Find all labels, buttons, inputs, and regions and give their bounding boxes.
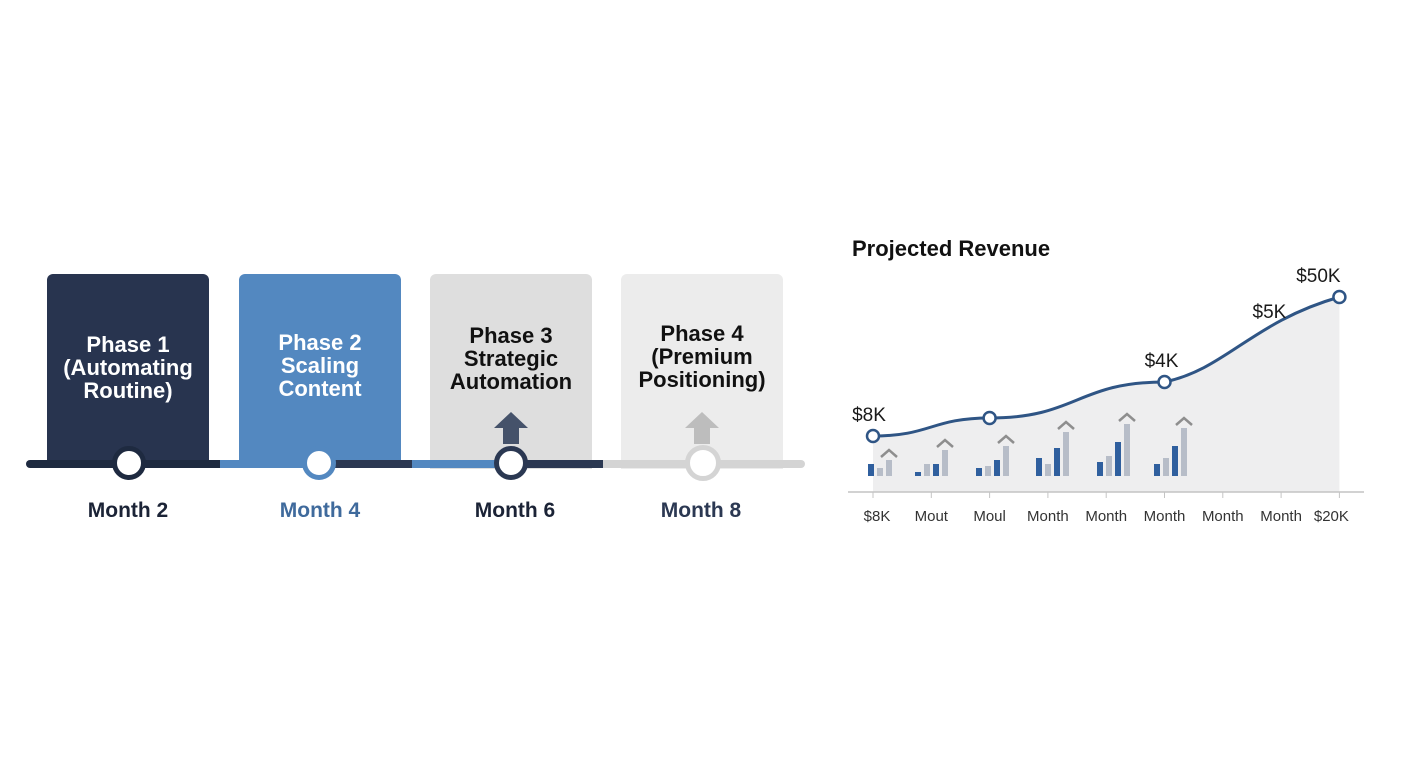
phase-3-card: Phase 3 Strategic Automation — [430, 274, 592, 469]
revenue-point — [865, 428, 881, 444]
timeline-node-1 — [112, 446, 146, 480]
x-tick-label: $8K — [864, 508, 891, 525]
point-value-label: $4K — [1145, 351, 1179, 372]
mini-bar — [1154, 464, 1160, 476]
mini-bar — [886, 460, 892, 476]
chart-title: Projected Revenue — [852, 236, 1051, 261]
mini-bar — [985, 466, 991, 476]
mini-bar — [1063, 432, 1069, 476]
month-label-3: Month 6 — [474, 499, 556, 522]
mini-bar — [942, 450, 948, 476]
mini-bar — [1054, 448, 1060, 476]
month-label-4: Month 8 — [660, 499, 742, 522]
timeline-segment — [220, 460, 330, 468]
timeline-node-2 — [302, 446, 336, 480]
revenue-point — [1157, 374, 1172, 390]
timeline-segment — [330, 460, 415, 468]
mini-bar — [877, 468, 883, 476]
phase-4-subtitle-line-1: (Premium — [651, 344, 753, 369]
chart-area-fill — [873, 297, 1340, 492]
month-label-1: Month 2 — [87, 499, 169, 522]
x-tick-label: Moul — [973, 508, 1006, 525]
phase-2-title: Phase 2 — [278, 330, 362, 355]
phase-2-subtitle-line-1: Scaling — [280, 353, 360, 378]
month-label-2: Month 4 — [279, 499, 361, 522]
phase-4-card: Phase 4 (Premium Positioning) — [621, 274, 783, 469]
mini-bar — [924, 464, 930, 476]
mini-bar — [976, 468, 982, 476]
phase-3-subtitle-line-2: Automation — [449, 369, 573, 394]
phase-1-subtitle-line-1: (Automating — [63, 355, 193, 380]
point-value-label: $8K — [852, 405, 886, 426]
point-value-label: $50K — [1296, 266, 1341, 287]
timeline-node-3 — [494, 446, 528, 480]
mini-bar — [1097, 462, 1103, 476]
phase-4-title: Phase 4 — [660, 321, 744, 346]
phase-1-card: Phase 1 (Automating Routine) — [47, 274, 209, 464]
x-tick-label: $20K — [1314, 508, 1349, 525]
timeline-segment — [505, 460, 605, 468]
mini-bar — [1106, 456, 1112, 476]
mini-arrow-icon — [936, 438, 954, 448]
revenue-chart: $8K Mout Moul Month Month Month Month Month $20K… — [848, 266, 1364, 525]
mini-arrow-icon — [1118, 412, 1136, 422]
mini-bar — [1124, 424, 1130, 476]
mini-bar — [1036, 458, 1042, 476]
mini-bar — [1181, 428, 1187, 476]
revenue-point — [982, 410, 997, 426]
revenue-line — [872, 295, 1340, 438]
mini-bar — [994, 460, 1000, 476]
revenue-point — [1332, 289, 1347, 305]
phase-2-subtitle-line-2: Content — [278, 376, 362, 401]
annotation-label: $5K — [1253, 302, 1287, 323]
x-tick-label: Month — [1144, 508, 1186, 525]
phase-2-card: Phase 2 Scaling Content — [239, 274, 401, 464]
phase-4-subtitle-line-2: Positioning) — [638, 367, 766, 392]
mini-arrow-icon — [1057, 420, 1075, 430]
mini-bar — [933, 464, 939, 476]
mini-bar — [868, 464, 874, 476]
timeline-segment — [412, 460, 507, 468]
up-arrow-icon — [685, 412, 719, 444]
phase-1-subtitle-line-2: Routine) — [83, 378, 173, 403]
x-tick-label: Month — [1085, 508, 1127, 525]
x-tick-label: Month — [1202, 508, 1244, 525]
x-tick-label: Month — [1260, 508, 1302, 525]
mini-arrow-icon — [1175, 416, 1193, 426]
x-tick-label: Mout — [915, 508, 949, 525]
phase-3-title: Phase 3 — [469, 323, 553, 348]
phase-3-subtitle-line-1: Strategic — [463, 346, 559, 371]
mini-bar — [1163, 458, 1169, 476]
up-arrow-icon — [494, 412, 528, 444]
x-tick-label: Month — [1027, 508, 1069, 525]
mini-bar — [915, 472, 921, 476]
timeline-node-4 — [685, 445, 721, 481]
mini-arrow-icon — [880, 448, 898, 458]
mini-bar — [1045, 464, 1051, 476]
mini-arrow-icon — [997, 434, 1015, 444]
mini-bar — [1172, 446, 1178, 476]
mini-bar — [1003, 446, 1009, 476]
mini-bar — [1115, 442, 1121, 476]
phase-1-title: Phase 1 — [86, 332, 170, 357]
